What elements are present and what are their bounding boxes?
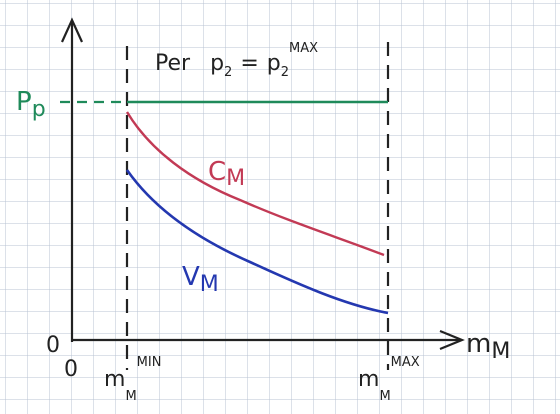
x-min-sup: MIN [137,355,162,370]
condition-lhs-sub: 2 [224,65,232,80]
x-max-base: m [358,367,379,392]
diagram: Perp2=p2MAX Pp CM VM 0 0 mMMIN mMMAX mM [0,0,560,414]
x-axis-sub: M [491,339,510,364]
condition-rhs: p [267,51,281,76]
x-origin: 0 [64,357,78,382]
x-max-sup: MAX [391,355,420,370]
upper-base: C [208,157,226,187]
condition-rhs-sub: 2 [281,65,289,80]
level-base: P [16,87,32,117]
condition-lhs: p [210,51,224,76]
x-min-base: m [104,367,125,392]
y-origin: 0 [46,333,60,358]
x-max-sub: M [379,389,390,404]
lower-sub: M [200,272,219,297]
lower-base: V [182,262,200,292]
x-min-sub: M [125,389,136,404]
x-axis-base: m [466,329,491,359]
upper-sub: M [226,166,245,191]
condition-prefix: Per [155,51,191,76]
level-sub: p [32,97,46,122]
condition-eq: = [240,51,258,76]
condition-rhs-sup: MAX [289,41,318,56]
